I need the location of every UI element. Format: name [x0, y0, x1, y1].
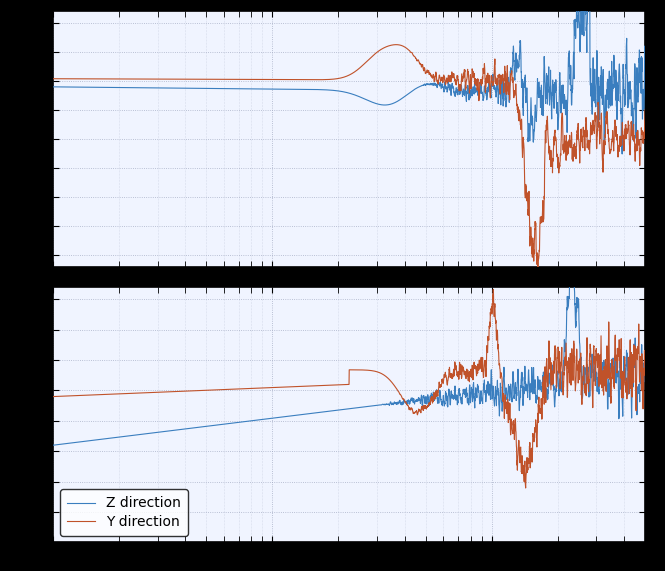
Y direction — [489, 286, 497, 293]
Y direction — [521, 485, 529, 492]
Z direction — [276, 414, 284, 421]
Z direction — [116, 433, 124, 440]
Line: Y direction: Y direction — [53, 289, 645, 488]
Y direction — [116, 391, 124, 397]
Z direction — [630, 354, 638, 361]
Z direction — [152, 429, 160, 436]
Z direction — [566, 283, 574, 289]
Y direction — [630, 349, 638, 356]
Z direction — [641, 364, 649, 371]
Line: Z direction: Z direction — [53, 264, 645, 445]
Y direction — [152, 389, 160, 396]
Z direction — [302, 411, 310, 417]
Y direction — [566, 365, 574, 372]
Z direction — [49, 442, 57, 449]
Legend: Z direction, Y direction: Z direction, Y direction — [60, 489, 188, 536]
Z direction — [567, 261, 575, 268]
Y direction — [276, 384, 284, 391]
Y direction — [49, 393, 57, 400]
Y direction — [302, 383, 310, 389]
Y direction — [641, 362, 649, 369]
